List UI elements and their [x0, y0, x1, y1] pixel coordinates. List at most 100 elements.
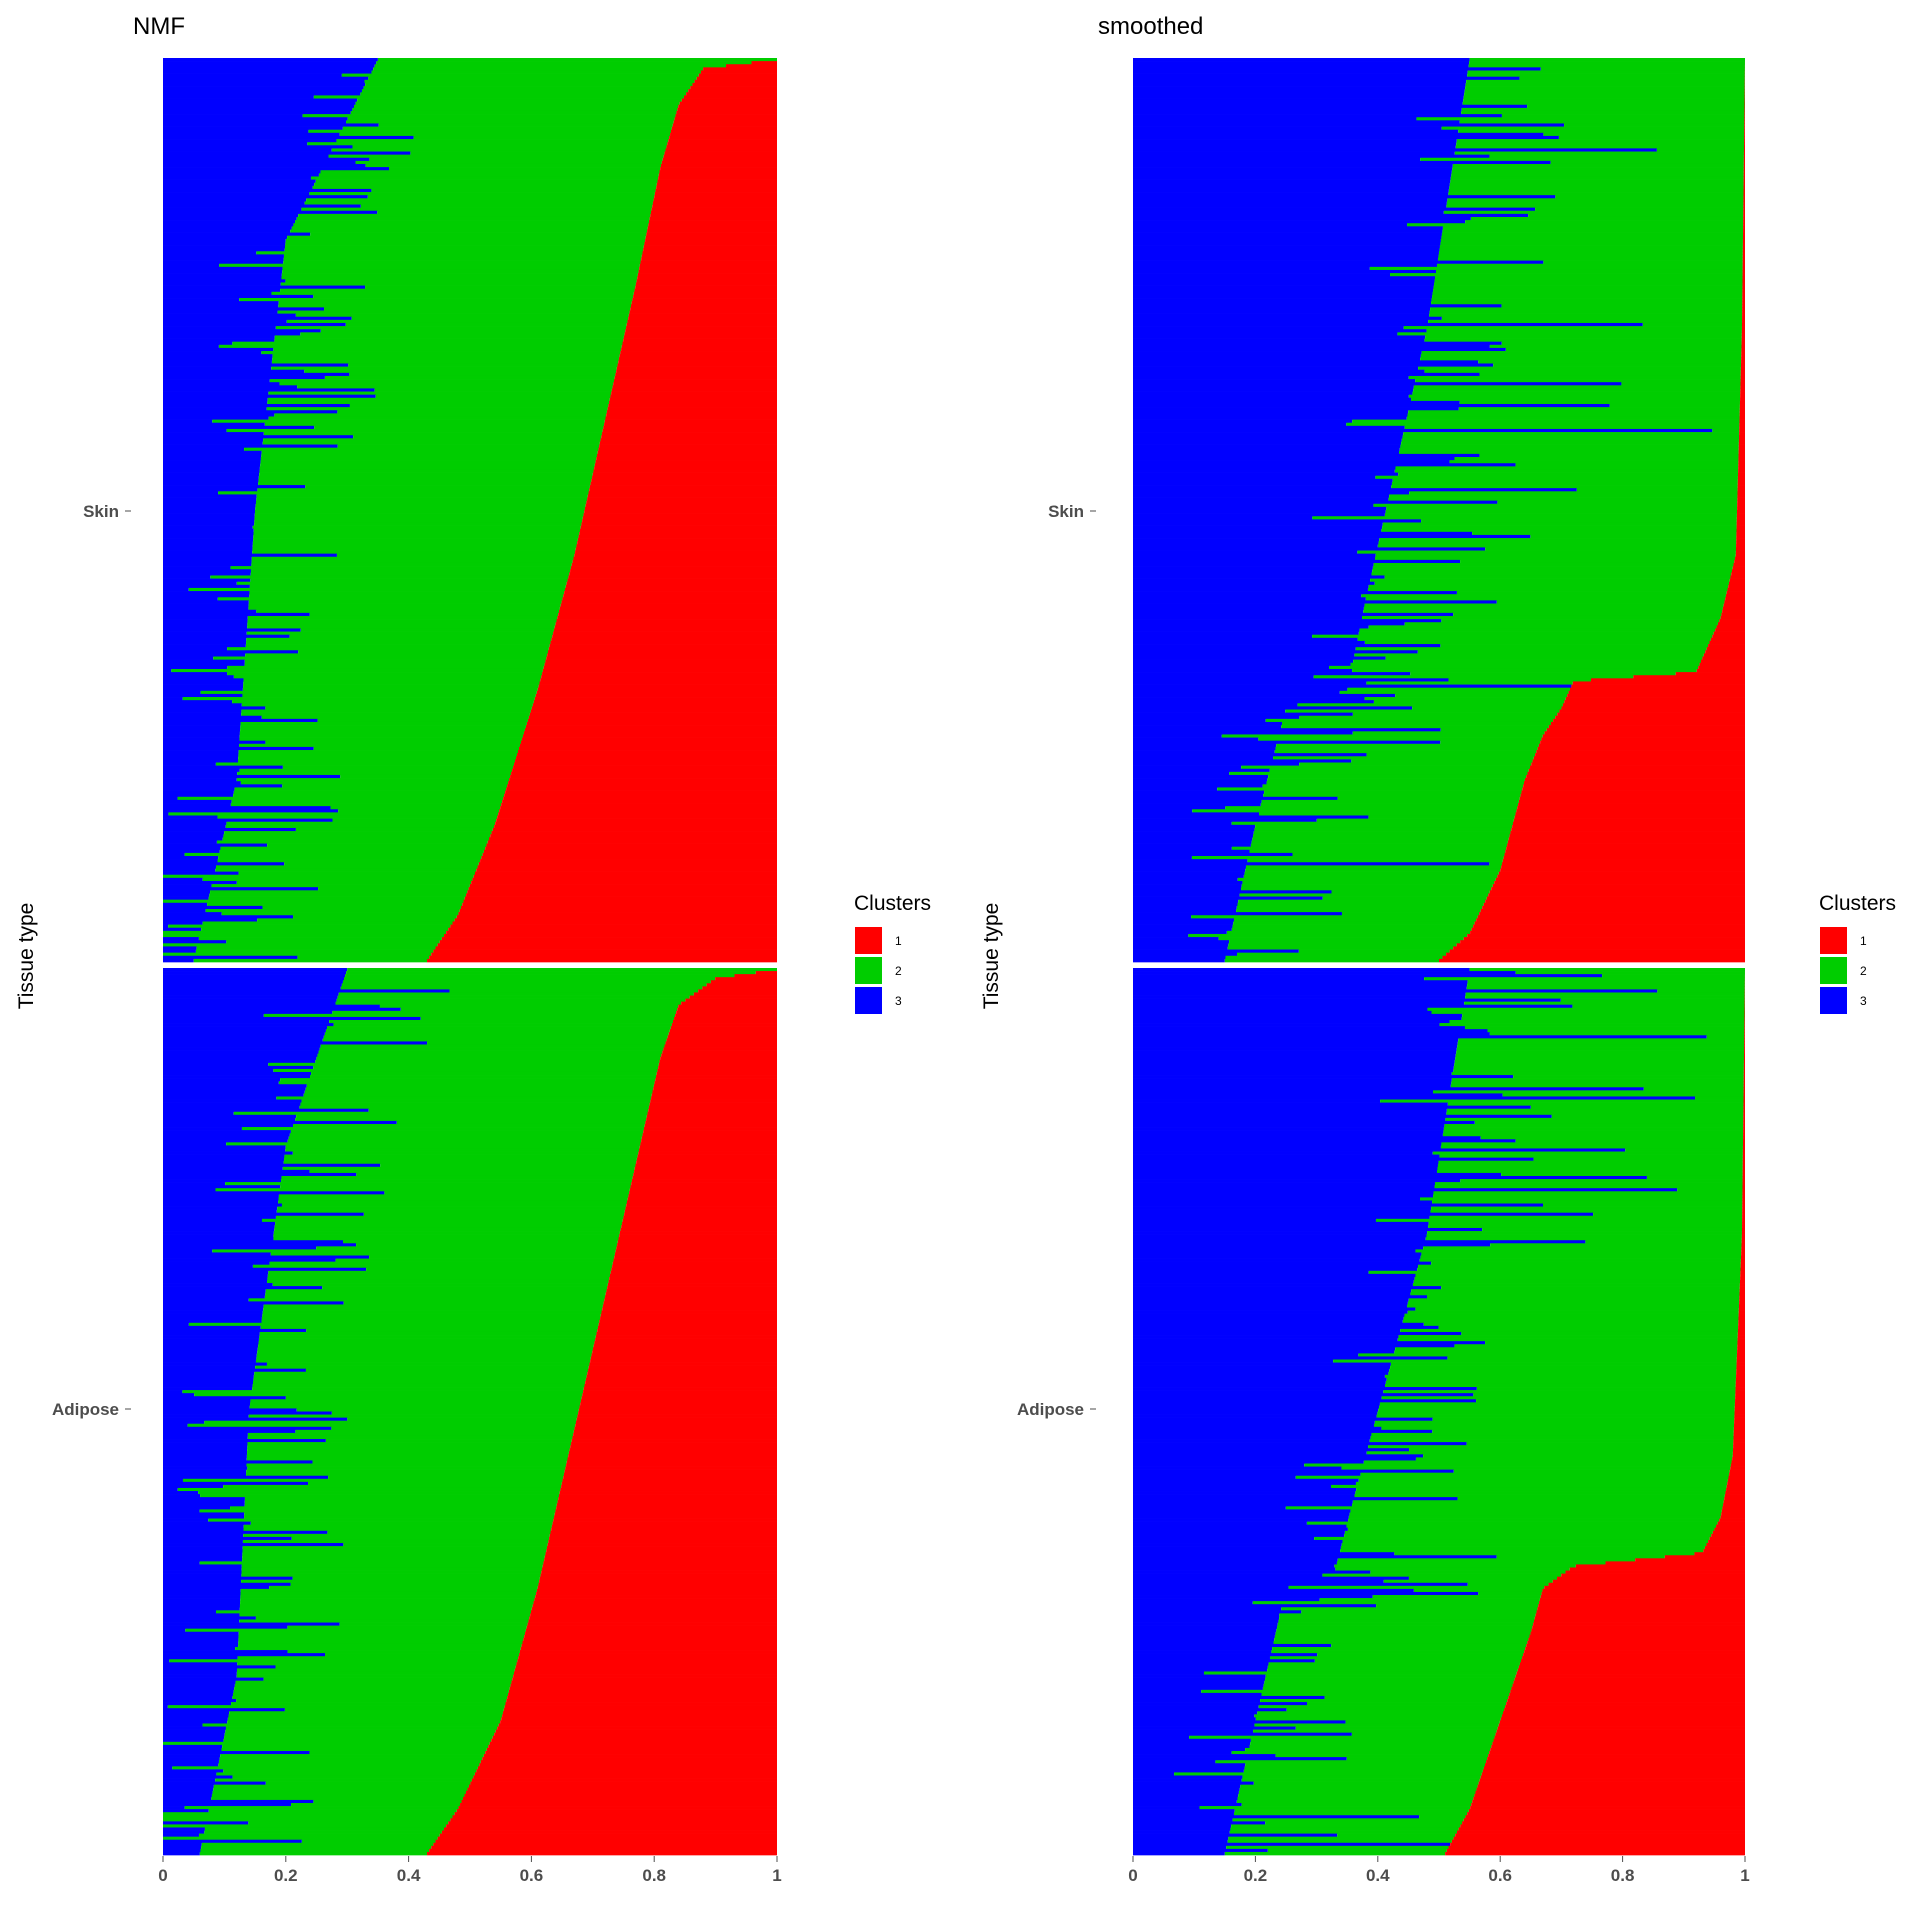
bar-segment-cluster-3: [1133, 1026, 1465, 1030]
bar-segment-cluster-1: [1743, 232, 1745, 237]
bar-segment-cluster-3: [163, 266, 283, 271]
bar-segment-cluster-3: [1133, 1506, 1286, 1510]
bar-segment-cluster-3: [163, 394, 376, 399]
bar-segment-cluster-3: [163, 1766, 173, 1770]
bar-segment-cluster-2: [1313, 675, 1634, 679]
bar-segment-cluster-1: [619, 354, 777, 358]
bar-segment-cluster-3: [1133, 1114, 1552, 1119]
bar-segment-cluster-3: [163, 407, 267, 411]
bar-segment-cluster-1: [1742, 310, 1745, 314]
bar-segment-cluster-2: [201, 1845, 432, 1850]
bar-segment-cluster-2: [247, 1435, 573, 1440]
bar-segment-cluster-2: [365, 82, 693, 87]
bar-segment-cluster-3: [1133, 1283, 1413, 1287]
bar-segment-cluster-2: [269, 1261, 613, 1266]
bar-segment-cluster-2: [283, 1160, 637, 1165]
bar-segment-cluster-1: [1740, 1264, 1745, 1269]
bar-segment-cluster-3: [1133, 1261, 1432, 1266]
bar-segment-cluster-3: [1133, 837, 1253, 841]
bar-segment-cluster-1: [506, 1699, 777, 1703]
bar-segment-cluster-3: [1133, 572, 1372, 576]
bar-segment-cluster-1: [1512, 1683, 1745, 1688]
bar-segment-cluster-1: [624, 332, 777, 336]
bar-segment-cluster-2: [1372, 569, 1733, 573]
bar-segment-cluster-1: [591, 478, 777, 483]
bar-segment-cluster-2: [246, 637, 552, 642]
bar-segment-cluster-1: [555, 1509, 777, 1513]
bar-segment-cluster-3: [1133, 453, 1480, 458]
bar-segment-cluster-2: [241, 709, 531, 713]
bar-segment-cluster-3: [163, 61, 377, 65]
bar-segment-cluster-1: [1744, 1032, 1745, 1036]
bar-segment-cluster-1: [503, 1708, 777, 1712]
bar-segment-cluster-2: [1593, 1212, 1743, 1217]
bar-segment-cluster-2: [1249, 849, 1506, 854]
bar-segment-cluster-2: [237, 771, 512, 776]
bar-segment-cluster-3: [1133, 597, 1366, 601]
bar-segment-cluster-3: [1133, 1552, 1395, 1556]
bar-segment-cluster-2: [272, 354, 620, 358]
bar-segment-cluster-3: [163, 210, 378, 215]
bar-segment-cluster-2: [348, 363, 618, 367]
bar-segment-cluster-3: [1133, 1558, 1338, 1562]
bar-segment-cluster-3: [1133, 989, 1658, 993]
bar-segment-cluster-2: [297, 955, 430, 960]
bar-segment-cluster-2: [1352, 731, 1545, 735]
bar-segment-cluster-3: [1133, 796, 1338, 801]
bar-segment-cluster-2: [285, 1145, 640, 1149]
bar-segment-cluster-3: [1133, 697, 1365, 701]
bar-segment-cluster-3: [1133, 834, 1254, 838]
bar-segment-cluster-3: [163, 1757, 220, 1761]
bar-segment-cluster-2: [1225, 806, 1518, 810]
bar-segment-cluster-3: [163, 1558, 243, 1562]
bar-segment-cluster-2: [1340, 1546, 1705, 1550]
bar-segment-cluster-3: [1133, 1390, 1384, 1394]
bar-segment-cluster-1: [525, 1628, 777, 1633]
bar-segment-cluster-3: [1133, 1212, 1594, 1217]
bar-segment-cluster-2: [247, 619, 557, 623]
bar-segment-cluster-1: [1740, 372, 1745, 377]
bar-segment-cluster-1: [1450, 1842, 1745, 1847]
bar-segment-cluster-1: [508, 1692, 777, 1697]
bar-segment-cluster-3: [1133, 1227, 1483, 1232]
bar-segment-cluster-2: [1407, 1301, 1740, 1305]
bar-segment-cluster-3: [163, 1053, 318, 1058]
bar-segment-cluster-3: [163, 1604, 240, 1608]
bar-segment-cluster-3: [1133, 681, 1367, 685]
bar-segment-cluster-3: [163, 1714, 229, 1718]
bar-segment-cluster-3: [163, 559, 252, 564]
bar-segment-cluster-3: [163, 831, 225, 835]
bar-segment-cluster-3: [163, 575, 211, 579]
bar-segment-cluster-2: [1268, 1662, 1520, 1666]
bar-segment-cluster-2: [242, 1549, 547, 1553]
bar-segment-cluster-2: [1391, 485, 1738, 489]
bar-segment-cluster-1: [620, 351, 777, 355]
bar-segment-cluster-2: [332, 818, 497, 823]
bar-segment-cluster-2: [1250, 1738, 1494, 1743]
bar-segment-cluster-1: [448, 927, 777, 932]
bar-segment-cluster-1: [658, 1065, 777, 1070]
bar-segment-cluster-3: [163, 1142, 227, 1146]
bar-segment-cluster-3: [163, 1163, 381, 1168]
bar-segment-cluster-1: [532, 1604, 777, 1608]
bar-segment-cluster-3: [1133, 1050, 1457, 1054]
bar-segment-cluster-3: [1133, 793, 1264, 798]
bar-segment-cluster-1: [1732, 1454, 1745, 1458]
bar-segment-cluster-1: [506, 787, 777, 791]
bar-segment-cluster-3: [1133, 784, 1263, 788]
bar-segment-cluster-2: [199, 1561, 544, 1565]
panel-title-nmf: NMF: [133, 13, 185, 40]
bar-segment-cluster-2: [1431, 1261, 1741, 1266]
bar-segment-cluster-1: [512, 1677, 777, 1682]
bar-segment-cluster-3: [1133, 915, 1192, 919]
bar-segment-cluster-1: [1743, 1071, 1745, 1076]
bar-segment-cluster-3: [1133, 92, 1465, 96]
bar-segment-cluster-2: [1340, 1549, 1704, 1553]
bar-segment-cluster-1: [673, 120, 777, 124]
bar-segment-cluster-3: [1133, 1735, 1190, 1740]
bar-segment-cluster-3: [1133, 968, 1470, 972]
bar-segment-cluster-1: [1742, 254, 1745, 258]
bar-segment-cluster-1: [659, 1059, 777, 1064]
bar-segment-cluster-3: [163, 1631, 239, 1636]
bar-segment-cluster-2: [1555, 195, 1744, 199]
